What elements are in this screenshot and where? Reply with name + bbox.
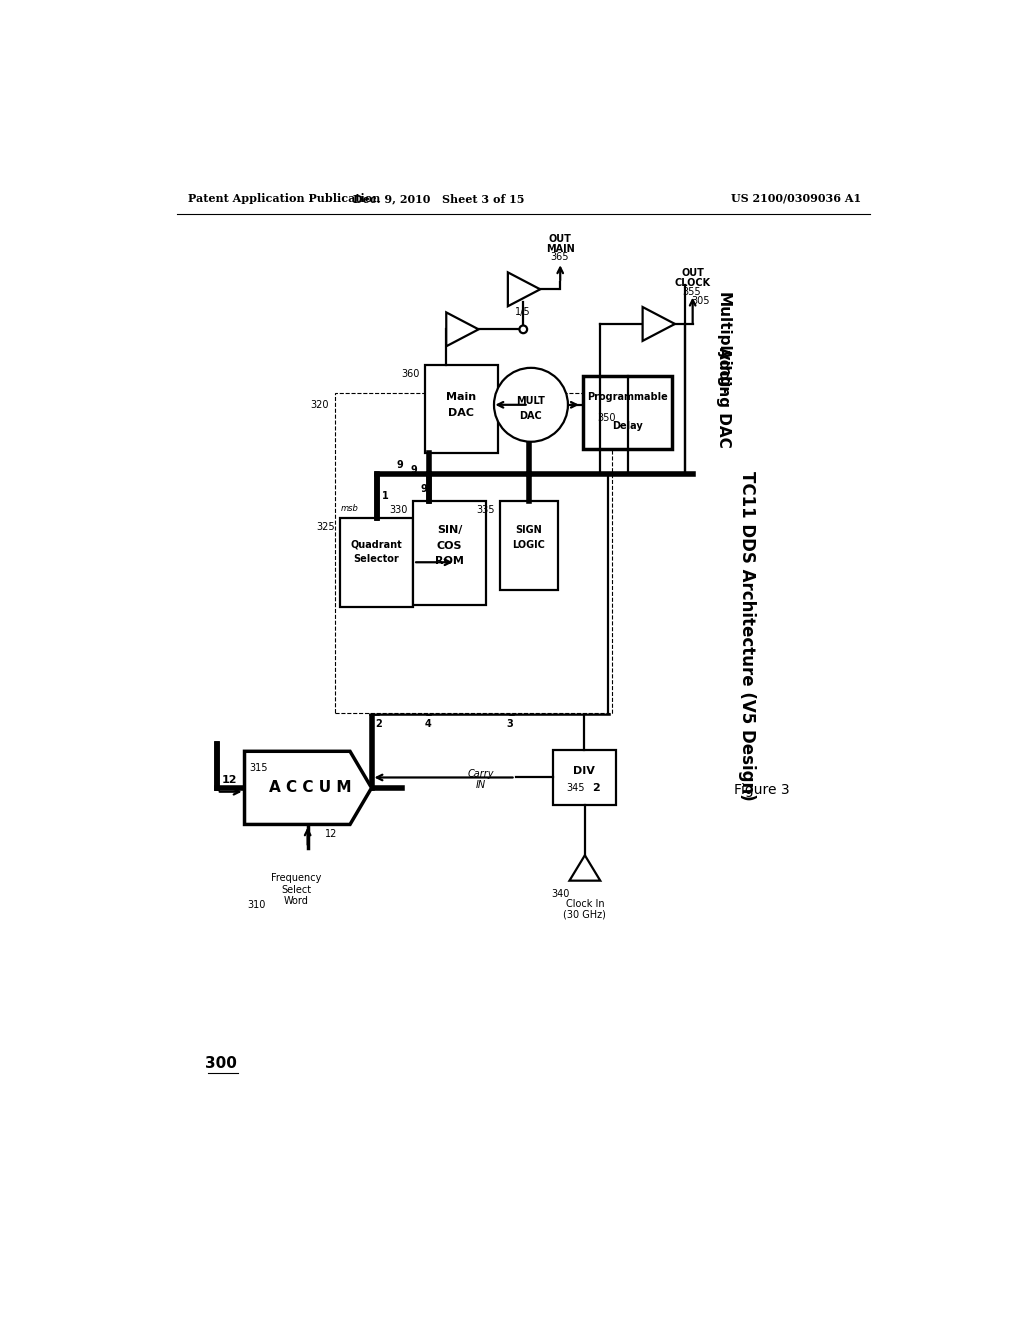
Text: Adding DAC: Adding DAC bbox=[716, 347, 731, 447]
Text: DIV: DIV bbox=[573, 767, 595, 776]
Text: 1: 1 bbox=[382, 491, 388, 502]
Text: 345: 345 bbox=[566, 783, 585, 793]
Text: 2: 2 bbox=[593, 783, 600, 793]
Polygon shape bbox=[569, 855, 600, 880]
Text: 300: 300 bbox=[206, 1056, 238, 1071]
Text: 9: 9 bbox=[411, 465, 417, 475]
Text: MAIN: MAIN bbox=[546, 244, 574, 255]
Text: 12: 12 bbox=[325, 829, 337, 840]
Text: Multiplying-: Multiplying- bbox=[716, 292, 731, 395]
Text: 320: 320 bbox=[310, 400, 330, 409]
Text: 335: 335 bbox=[476, 506, 495, 515]
Circle shape bbox=[519, 326, 527, 333]
Text: 310: 310 bbox=[247, 900, 265, 911]
Text: COS: COS bbox=[437, 541, 463, 550]
Text: 330: 330 bbox=[389, 506, 408, 515]
Text: DAC: DAC bbox=[519, 411, 543, 421]
Bar bbox=[335, 393, 611, 713]
Text: MULT: MULT bbox=[516, 396, 546, 407]
Text: Dec. 9, 2010   Sheet 3 of 15: Dec. 9, 2010 Sheet 3 of 15 bbox=[353, 193, 524, 205]
Text: Frequency: Frequency bbox=[271, 874, 322, 883]
Text: Quadrant: Quadrant bbox=[350, 540, 402, 550]
Bar bbox=[500, 502, 558, 590]
Bar bbox=[553, 750, 615, 805]
Text: Main: Main bbox=[446, 392, 476, 403]
Text: IN: IN bbox=[476, 780, 486, 791]
Bar bbox=[413, 502, 486, 605]
Text: Programmable: Programmable bbox=[587, 392, 668, 403]
Text: CLOCK: CLOCK bbox=[675, 279, 711, 288]
Text: Word: Word bbox=[284, 896, 308, 907]
Text: US 2100/0309036 A1: US 2100/0309036 A1 bbox=[731, 193, 861, 205]
Text: 350: 350 bbox=[597, 413, 615, 422]
Text: Selector: Selector bbox=[353, 554, 399, 564]
Text: OUT: OUT bbox=[549, 234, 571, 244]
Text: SIN/: SIN/ bbox=[437, 525, 463, 536]
Text: 360: 360 bbox=[401, 370, 419, 379]
Text: 1/5: 1/5 bbox=[515, 308, 531, 317]
Text: Patent Application Publication: Patent Application Publication bbox=[188, 193, 381, 205]
Text: SIGN: SIGN bbox=[516, 525, 543, 536]
Text: Clock In: Clock In bbox=[565, 899, 604, 908]
Text: OUT: OUT bbox=[681, 268, 705, 279]
Text: A C C U M: A C C U M bbox=[268, 780, 351, 796]
Bar bbox=[584, 376, 672, 449]
Text: 355: 355 bbox=[683, 286, 701, 297]
Bar bbox=[340, 517, 413, 607]
Text: 340: 340 bbox=[551, 888, 569, 899]
Text: 9: 9 bbox=[420, 484, 427, 495]
Text: ROM: ROM bbox=[435, 556, 464, 566]
Bar bbox=[425, 364, 498, 453]
Polygon shape bbox=[643, 308, 675, 341]
Text: msb: msb bbox=[341, 504, 359, 513]
Text: 325: 325 bbox=[316, 523, 335, 532]
Text: LOGIC: LOGIC bbox=[513, 540, 546, 550]
Text: 305: 305 bbox=[691, 296, 710, 306]
Text: Carry: Carry bbox=[468, 770, 495, 779]
Polygon shape bbox=[245, 751, 372, 825]
Circle shape bbox=[494, 368, 568, 442]
Text: Delay: Delay bbox=[612, 421, 643, 430]
Text: 365: 365 bbox=[550, 252, 568, 261]
Polygon shape bbox=[446, 313, 478, 346]
Text: TC11 DDS Architecture (V5 Design): TC11 DDS Architecture (V5 Design) bbox=[737, 471, 756, 801]
Text: 315: 315 bbox=[249, 763, 267, 774]
Text: (30 GHz): (30 GHz) bbox=[563, 909, 606, 920]
Polygon shape bbox=[508, 272, 541, 306]
Text: DAC: DAC bbox=[449, 408, 474, 417]
Text: 4: 4 bbox=[425, 719, 431, 730]
Text: 9: 9 bbox=[396, 459, 403, 470]
Text: 3: 3 bbox=[506, 719, 513, 730]
Text: Figure 3: Figure 3 bbox=[734, 783, 790, 797]
Text: 2: 2 bbox=[376, 719, 382, 730]
Text: Select: Select bbox=[281, 884, 311, 895]
Text: 12: 12 bbox=[221, 775, 237, 785]
